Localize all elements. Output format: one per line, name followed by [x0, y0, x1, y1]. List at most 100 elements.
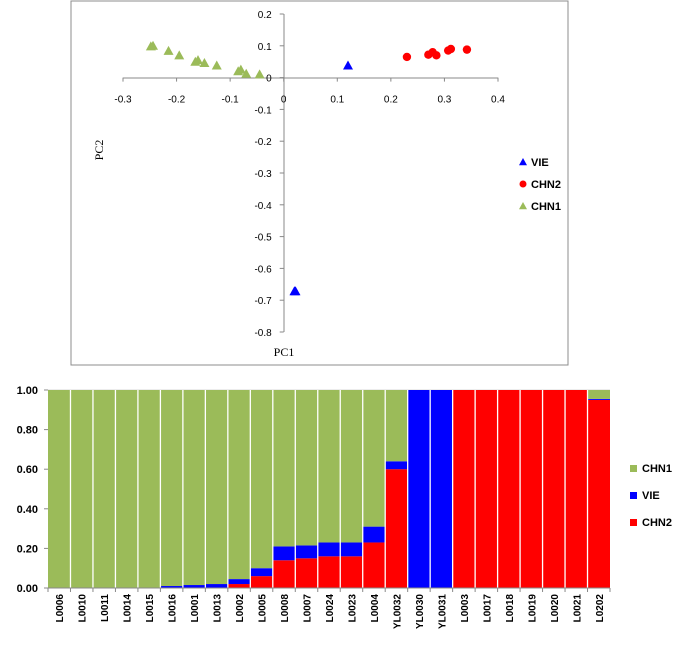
- bar-segment-vie: [430, 390, 453, 588]
- bar-category-label: L0014: [123, 594, 134, 623]
- bar-category-label: YL0032: [392, 594, 403, 629]
- bar-segment-chn1: [295, 390, 318, 546]
- pca-legend-label-vie: VIE: [531, 157, 549, 169]
- bar-segment-vie: [250, 568, 273, 577]
- bar-segment-chn2: [587, 399, 610, 588]
- bar-segment-chn2: [542, 390, 566, 588]
- bar-category-label: L0005: [258, 594, 269, 623]
- pca-point-vie: [290, 286, 301, 296]
- bar-segment-vie: [385, 461, 408, 470]
- pca-y-tick-label: -0.7: [254, 296, 272, 307]
- bar-legend-label-vie: VIE: [642, 490, 660, 502]
- pca-point-chn2: [402, 52, 412, 62]
- bar-segment-vie: [272, 546, 296, 561]
- pca-point-chn2: [432, 51, 441, 60]
- bar-legend-swatch-chn1: [630, 465, 637, 472]
- bar-segment-chn1: [587, 390, 610, 399]
- bar-segment-chn1: [48, 390, 71, 588]
- pca-y-tick-label: 0.1: [258, 42, 272, 53]
- bar-segment-chn1: [250, 390, 273, 569]
- bar-segments: [48, 390, 610, 588]
- bar-y-tick-label: 0.60: [17, 464, 38, 476]
- pca-y-tick-label: -0.1: [254, 105, 272, 116]
- pca-legend-marker-chn1: [519, 202, 527, 210]
- bar-category-label: L0002: [235, 594, 246, 623]
- pca-x-ticks: -0.3 -0.2 -0.1 0 0.1 0.2 0.3 0.4: [114, 77, 505, 106]
- pca-plot-frame: [70, 0, 569, 366]
- pca-point-chn1: [148, 40, 158, 50]
- pca-y-tick-label: -0.3: [254, 169, 272, 180]
- pca-point-chn1: [254, 69, 265, 79]
- bar-segment-chn2: [227, 584, 251, 588]
- bar-segment-chn1: [137, 390, 161, 588]
- bar-segment-chn1: [115, 390, 138, 588]
- bar-segment-vie: [295, 545, 318, 559]
- pca-x-tick-label: -0.2: [168, 95, 186, 106]
- bar-segment-vie: [182, 585, 206, 588]
- bar-segment-chn1: [272, 390, 296, 547]
- pca-x-tick-label: 0.1: [330, 95, 344, 106]
- bar-segment-chn1: [340, 390, 363, 543]
- pca-point-vie: [343, 60, 353, 70]
- bar-category-label: YL0030: [415, 594, 426, 629]
- bar-segment-chn2: [497, 390, 521, 588]
- bar-segment-chn1: [362, 390, 386, 527]
- pca-y-ticks: 0.2 0.1 0 -0.1 -0.2 -0.3 -0.4 -0.5 -0.6 -0.7 -0.8: [254, 10, 284, 339]
- pca-point-chn2: [462, 45, 472, 54]
- bar-category-label: L0020: [550, 594, 561, 623]
- bar-category-label: L0004: [370, 594, 381, 623]
- pca-point-chn2: [446, 44, 456, 54]
- bar-legend-swatch-chn2: [630, 519, 637, 526]
- bar-category-label: L0018: [505, 594, 516, 623]
- pca-x-tick-label: -0.3: [114, 95, 132, 106]
- bar-segment-vie: [407, 390, 431, 588]
- bar-category-label: L0006: [55, 594, 66, 623]
- bar-segment-chn1: [92, 390, 116, 588]
- pca-legend-marker-chn2: [519, 180, 527, 188]
- pca-y-tick-label: 0.2: [258, 10, 272, 21]
- bar-legend: CHN1 VIE CHN2: [630, 463, 672, 529]
- pca-x-tick-label: 0.4: [491, 95, 505, 106]
- bar-legend-label-chn2: CHN2: [642, 517, 672, 529]
- bar-category-label: L0013: [213, 594, 224, 623]
- bar-segment-vie: [317, 542, 341, 557]
- bar-segment-chn2: [272, 560, 296, 588]
- bar-category-label: L0017: [482, 594, 493, 623]
- pca-y-axis-title: PC2: [92, 140, 106, 161]
- pca-x-tick-label: 0: [281, 95, 287, 106]
- pca-x-tick-label: 0.3: [437, 95, 451, 106]
- bar-segment-chn1: [205, 390, 228, 585]
- pca-y-tick-label: 0: [266, 74, 272, 85]
- bar-segment-chn1: [227, 390, 251, 580]
- bar-category-labels: L0006 L0010 L0011 L0014 L0015 L0016 L0001 L0013…: [47, 588, 611, 629]
- bar-segment-chn1: [182, 390, 206, 586]
- bar-category-label: L0007: [303, 594, 314, 623]
- bar-category-label: L0003: [460, 594, 471, 623]
- pca-point-chn1: [211, 60, 222, 70]
- bar-segment-chn2: [362, 542, 386, 588]
- bar-segment-vie: [227, 579, 251, 585]
- pca-y-tick-label: -0.4: [254, 201, 272, 212]
- pca-x-tick-label: -0.1: [222, 95, 240, 106]
- bar-segment-vie: [160, 586, 183, 588]
- bar-category-label: L0011: [100, 594, 111, 622]
- pca-point-chn1: [174, 50, 185, 60]
- bar-segment-chn1: [385, 390, 408, 462]
- bar-category-label: L0008: [280, 594, 291, 623]
- bar-category-label: L0202: [595, 594, 606, 623]
- bar-category-label: L0015: [145, 594, 156, 623]
- pca-point-chn1: [241, 68, 252, 78]
- structure-bar-panel: 0.00 0.20 0.40 0.60 0.80 1.00 L0006 L0010 L0011…: [17, 385, 672, 629]
- pca-legend-marker-vie: [519, 158, 527, 166]
- bar-legend-label-chn1: CHN1: [642, 463, 672, 475]
- bar-segment-chn2: [385, 469, 408, 588]
- bar-category-label: L0016: [168, 594, 179, 623]
- bar-y-tick-label: 0.80: [17, 425, 38, 437]
- pca-points: [145, 40, 472, 296]
- bar-segment-chn2: [475, 390, 498, 588]
- bar-category-label: L0024: [325, 594, 336, 623]
- bar-segment-vie: [205, 584, 228, 588]
- bar-y-ticks: 0.00 0.20 0.40 0.60 0.80 1.00: [17, 385, 48, 595]
- bar-category-label: L0021: [572, 594, 583, 623]
